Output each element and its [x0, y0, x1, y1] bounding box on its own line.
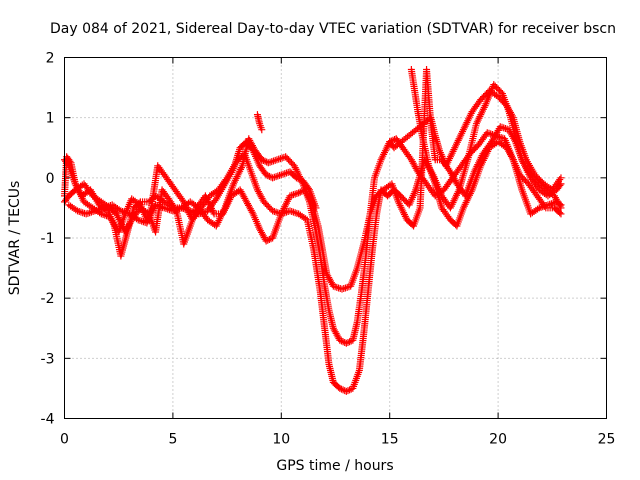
data-point	[294, 175, 302, 183]
y-tick-label: -4	[41, 412, 55, 428]
data-point	[281, 170, 289, 178]
data-point	[64, 160, 72, 168]
data-point	[337, 337, 345, 345]
data-point	[262, 171, 270, 179]
data-point	[277, 171, 285, 179]
data-point	[338, 285, 346, 293]
data-point	[556, 209, 564, 217]
data-point	[346, 386, 354, 394]
data-point	[265, 172, 273, 180]
data-point	[261, 157, 269, 165]
data-point	[337, 385, 345, 393]
data-point	[556, 202, 564, 210]
x-tick-label: 5	[168, 432, 177, 448]
data-point	[84, 209, 92, 217]
data-point	[339, 386, 347, 394]
data-point	[304, 184, 312, 192]
data-point	[344, 387, 352, 395]
data-point	[286, 207, 294, 215]
data-point	[343, 283, 351, 291]
y-tick-label: -3	[41, 351, 55, 367]
data-point	[292, 174, 300, 182]
data-point	[336, 384, 344, 392]
data-points	[61, 66, 565, 395]
data-point	[556, 176, 564, 184]
data-point	[258, 126, 266, 134]
data-point	[289, 208, 297, 216]
y-tick-label: 2	[46, 51, 55, 67]
data-point	[312, 204, 320, 212]
x-tick-label: 10	[272, 432, 290, 448]
y-tick-label: 1	[46, 111, 55, 127]
data-point	[295, 189, 303, 197]
data-point	[179, 196, 187, 204]
data-point	[296, 175, 304, 183]
y-tick-label: 0	[46, 171, 55, 187]
x-tick-label: 20	[489, 432, 507, 448]
data-point	[276, 155, 284, 163]
y-tick-label: -2	[41, 291, 55, 307]
data-point	[557, 174, 565, 182]
x-axis-title: GPS time / hours	[276, 458, 393, 474]
data-point	[262, 237, 270, 245]
data-point	[271, 156, 279, 164]
x-tick-label: 25	[598, 432, 616, 448]
tick-layer: 0 5 10 15 20 25 -4 -3 -2 -1 0 1 2	[41, 51, 616, 448]
data-point	[248, 208, 256, 216]
data-point	[270, 173, 278, 181]
data-point	[342, 387, 350, 395]
data-point	[268, 158, 276, 166]
data-point	[259, 157, 267, 165]
y-axis-title: SDTVAR / TECUs	[7, 181, 23, 296]
data-point	[336, 336, 344, 344]
grid-layer	[64, 57, 607, 419]
data-point	[341, 284, 349, 292]
data-point	[265, 236, 273, 244]
y-tick-label: -1	[41, 231, 55, 247]
data-point	[264, 172, 272, 180]
data-point	[346, 338, 354, 346]
data-point	[339, 338, 347, 346]
data-point	[279, 170, 287, 178]
data-point	[79, 209, 87, 217]
data-point	[541, 202, 549, 210]
data-point	[340, 285, 348, 293]
data-point	[264, 236, 272, 244]
data-point	[557, 210, 565, 218]
data-point	[508, 154, 516, 162]
x-tick-label: 0	[60, 432, 69, 448]
data-point	[273, 156, 281, 164]
data-point	[508, 112, 516, 120]
data-point	[274, 172, 282, 180]
data-point	[82, 210, 90, 218]
x-tick-label: 15	[381, 432, 399, 448]
plot-frame	[64, 57, 607, 419]
data-point	[269, 157, 277, 165]
data-point	[344, 339, 352, 347]
data-point	[288, 208, 296, 216]
data-point	[211, 197, 219, 205]
data-point	[342, 339, 350, 347]
data-point	[272, 173, 280, 181]
data-point	[557, 204, 565, 212]
data-point	[497, 88, 505, 96]
chart-title: Day 084 of 2021, Sidereal Day-to-day VTE…	[50, 21, 616, 37]
data-point	[335, 284, 343, 292]
data-point	[266, 158, 274, 166]
